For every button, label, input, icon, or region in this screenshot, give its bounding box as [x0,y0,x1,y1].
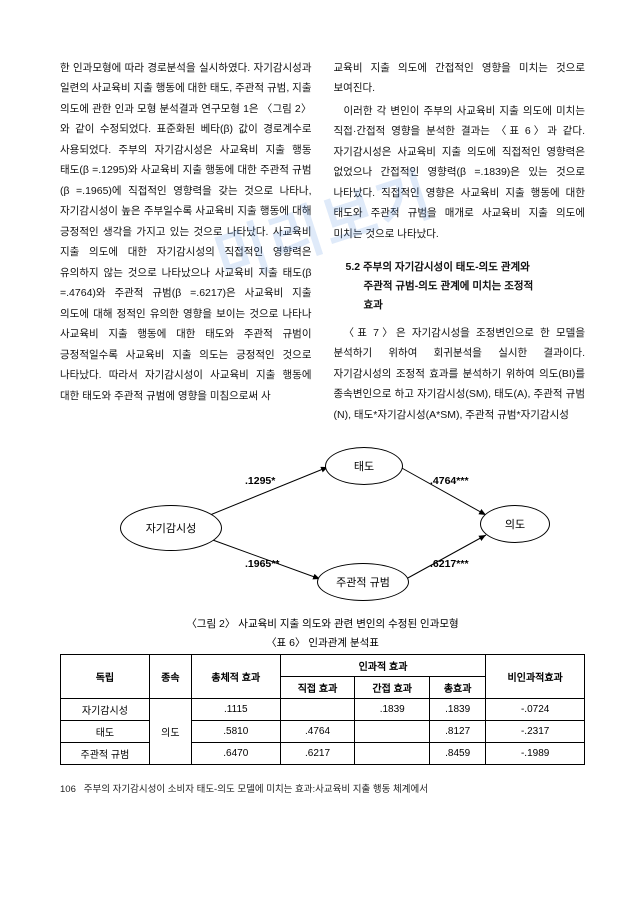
cell-dep: 의도 [149,699,191,765]
cell-r2-label: 태도 [61,721,150,743]
causal-diagram: 자기감시성 태도 주관적 규범 의도 .1295* .1965** .4764*… [60,445,585,610]
table-row: 자기감시성 의도 .1115 .1839 .1839 -.0724 [61,699,585,721]
cell: -.0724 [486,699,585,721]
page-number: 106 [60,784,76,795]
node-self-monitoring: 자기감시성 [120,505,222,551]
cell [355,721,430,743]
left-col-text: 한 인과모형에 따라 경로분석을 실시하였다. 자기감시성과 일련의 사교육비 … [60,62,312,402]
cell: .4764 [280,721,355,743]
cell: .1115 [191,699,280,721]
right-p3: 〈표 7〉은 자기감시성을 조정변인으로 한 모델을 분석하기 위하여 회귀분석… [334,323,586,425]
cell: .1839 [355,699,430,721]
cell [355,743,430,765]
sec-h-l3: 효과 [346,296,586,315]
table-row: 태도 .5810 .4764 .8127 -.2317 [61,721,585,743]
cell: .8459 [430,743,486,765]
sec-h-l1: 5.2 주부의 자기감시성이 태도-의도 관계와 [346,258,586,277]
path-label-rt: .4764*** [430,475,469,487]
right-p1: 교육비 지출 의도에 간접적인 영향을 미치는 것으로 보여진다. [334,58,586,99]
th-causal: 인과적 효과 [280,655,486,677]
cell: -.1989 [486,743,585,765]
sec-h-l2: 주관적 규범-의도 관계에 미치는 조정적 [346,277,586,296]
th-non: 비인과적효과 [486,655,585,699]
th-direct: 직접 효과 [280,677,355,699]
cell: .6217 [280,743,355,765]
path-label-rb: .6217*** [430,558,469,570]
right-column: 교육비 지출 의도에 간접적인 영향을 미치는 것으로 보여진다. 이러한 각 … [334,58,586,425]
page-footer: 106 주부의 자기감시성이 소비자 태도-의도 모델에 미치는 효과:사교육비… [60,781,585,795]
cell: .1839 [430,699,486,721]
cell-r1-label: 자기감시성 [61,699,150,721]
footer-title: 주부의 자기감시성이 소비자 태도-의도 모델에 미치는 효과:사교육비 지출 … [84,784,428,795]
table-row: 주관적 규범 .6470 .6217 .8459 -.1989 [61,743,585,765]
right-p2: 이러한 각 변인이 주부의 사교육비 지출 의도에 미치는 직접·간접적 영향을… [334,101,586,244]
left-column: 한 인과모형에 따라 경로분석을 실시하였다. 자기감시성과 일련의 사교육비 … [60,58,312,425]
cell: -.2317 [486,721,585,743]
causal-table: 독립 종속 총체적 효과 인과적 효과 비인과적효과 직접 효과 간접 효과 총… [60,654,585,765]
th-indirect: 간접 효과 [355,677,430,699]
two-column-region: 한 인과모형에 따라 경로분석을 실시하였다. 자기감시성과 일련의 사교육비 … [60,58,585,425]
table-caption: 〈표 6〉 인과관계 분석표 [60,635,585,650]
path-label-lt: .1295* [245,475,275,487]
th-dep: 종속 [149,655,191,699]
node-intention: 의도 [480,505,550,543]
th-indep: 독립 [61,655,150,699]
node-subjective-norm: 주관적 규범 [317,563,409,601]
th-total: 총체적 효과 [191,655,280,699]
figure-caption: 〈그림 2〉 사교육비 지출 의도와 관련 변인의 수정된 인과모형 [60,616,585,631]
path-label-lb: .1965** [245,558,279,570]
table-header-row-1: 독립 종속 총체적 효과 인과적 효과 비인과적효과 [61,655,585,677]
cell-r3-label: 주관적 규범 [61,743,150,765]
section-heading: 5.2 주부의 자기감시성이 태도-의도 관계와 주관적 규범-의도 관계에 미… [334,258,586,315]
node-attitude: 태도 [325,447,403,485]
page-root: 미리보기 한 인과모형에 따라 경로분석을 실시하였다. 자기감시성과 일련의 … [0,0,640,815]
th-sum: 총효과 [430,677,486,699]
cell: .5810 [191,721,280,743]
cell: .6470 [191,743,280,765]
cell: .8127 [430,721,486,743]
cell [280,699,355,721]
